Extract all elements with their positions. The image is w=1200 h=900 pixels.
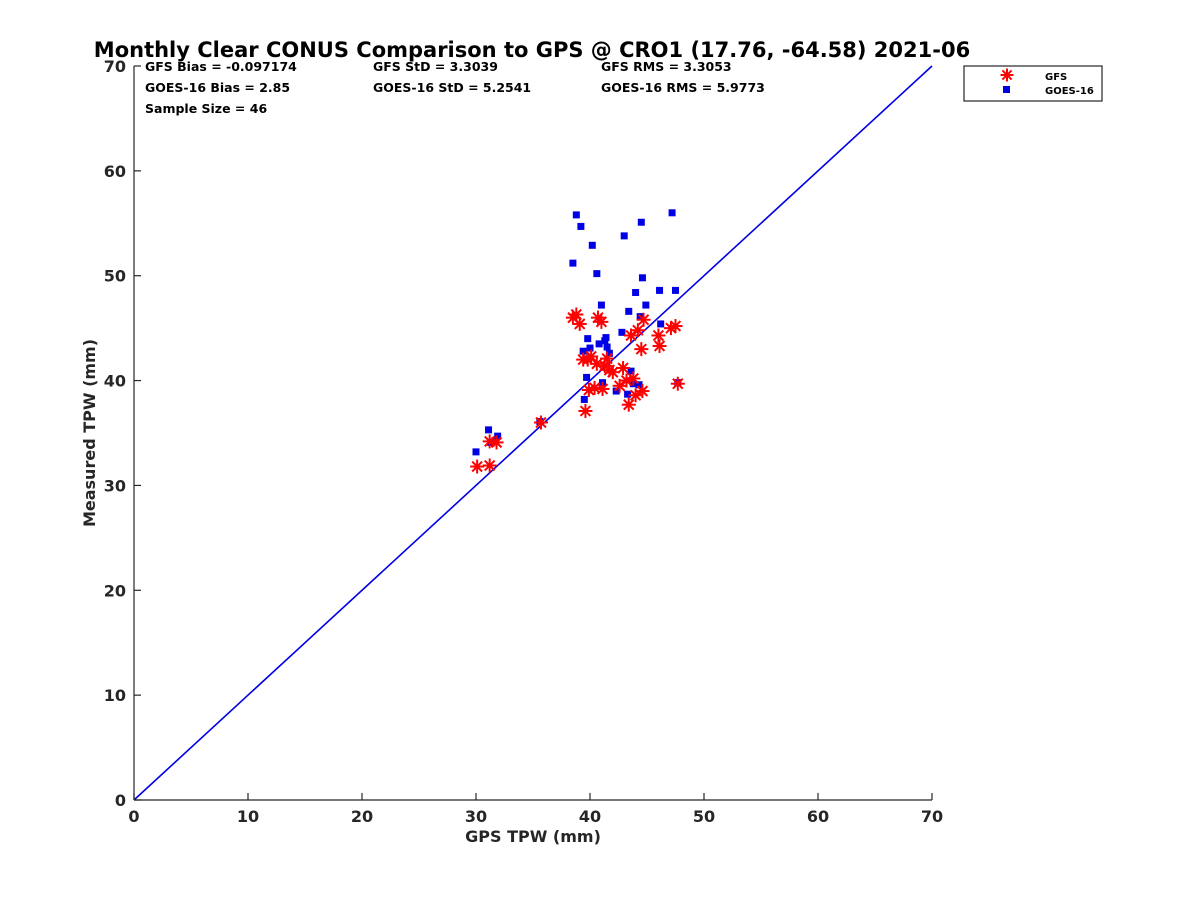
- goes16-point: [597, 301, 605, 309]
- gfs-point: [630, 323, 645, 338]
- legend-gfs-marker: [1000, 68, 1014, 82]
- x-tick-label: 10: [237, 807, 259, 826]
- goes16-point: [637, 218, 645, 226]
- goes16-point: [605, 349, 613, 357]
- one-to-one-line: [133, 65, 933, 801]
- goes16-point: [577, 222, 585, 230]
- stats-annotations: GFS Bias = -0.097174 GFS StD = 3.3039 GF…: [145, 59, 765, 116]
- goes16-point: [627, 367, 635, 375]
- y-tick-label: 40: [104, 372, 126, 391]
- gfs-point: [600, 351, 615, 366]
- gfs-point: [584, 349, 599, 364]
- y-tick-label: 30: [104, 476, 126, 495]
- goes16-point: [656, 286, 664, 294]
- y-tick-label: 10: [104, 686, 126, 705]
- gfs-point: [595, 381, 610, 396]
- gfs-rms-text: GFS RMS = 3.3053: [601, 59, 732, 74]
- plot-area: [133, 65, 933, 801]
- goes16-point: [625, 307, 633, 315]
- gfs-point: [626, 371, 641, 386]
- legend-goes-marker: [1003, 86, 1010, 93]
- x-tick-label: 60: [807, 807, 829, 826]
- goes16-point: [485, 426, 493, 434]
- gfs-point: [572, 316, 587, 331]
- gfs-point: [652, 338, 667, 353]
- chart-title: Monthly Clear CONUS Comparison to GPS @ …: [94, 38, 970, 62]
- goes16-point: [584, 335, 592, 343]
- goes16-point: [583, 373, 591, 381]
- x-tick-label: 70: [921, 807, 943, 826]
- goes-std-text: GOES-16 StD = 5.2541: [373, 80, 531, 95]
- goes16-point: [595, 340, 603, 348]
- y-axis-ticks: 0 10 20 30 40 50 60 70: [104, 57, 141, 810]
- gfs-point: [533, 415, 548, 430]
- goes16-point: [635, 381, 643, 389]
- gfs-point: [470, 459, 485, 474]
- gfs-point: [594, 314, 609, 329]
- gfs-point: [636, 312, 651, 327]
- goes16-point: [586, 344, 594, 352]
- goes16-point: [588, 241, 596, 249]
- y-axis-label: Measured TPW (mm): [80, 339, 99, 527]
- y-tick-label: 0: [115, 791, 126, 810]
- goes16-point: [638, 274, 646, 282]
- gfs-std-text: GFS StD = 3.3039: [373, 59, 498, 74]
- goes16-point: [572, 211, 580, 219]
- legend-box: [963, 65, 1103, 102]
- goes16-point: [472, 448, 480, 456]
- gfs-series: [470, 307, 685, 474]
- goes16-point: [624, 390, 632, 398]
- goes16-point: [602, 334, 610, 342]
- x-axis-label: GPS TPW (mm): [465, 827, 601, 846]
- gfs-point: [668, 319, 683, 334]
- gfs-point: [489, 435, 504, 450]
- gfs-point: [482, 458, 497, 473]
- goes16-point: [569, 259, 577, 267]
- goes-rms-text: GOES-16 RMS = 5.9773: [601, 80, 765, 95]
- y-tick-label: 70: [104, 57, 126, 76]
- goes16-point: [579, 347, 587, 355]
- goes16-point: [632, 288, 640, 296]
- goes16-point: [618, 328, 626, 336]
- gfs-point: [635, 384, 650, 399]
- gfs-point: [670, 376, 685, 391]
- y-tick-label: 50: [104, 267, 126, 286]
- legend-gfs-label: GFS: [1045, 72, 1067, 83]
- x-tick-label: 20: [351, 807, 373, 826]
- goes16-series: [472, 209, 682, 456]
- goes16-point: [580, 395, 588, 403]
- y-tick-label: 60: [104, 162, 126, 181]
- goes16-point: [494, 432, 502, 440]
- gfs-bias-text: GFS Bias = -0.097174: [145, 59, 297, 74]
- goes16-point: [668, 209, 676, 217]
- gfs-point: [578, 403, 593, 418]
- goes16-point: [593, 270, 601, 278]
- sample-size-text: Sample Size = 46: [145, 101, 267, 116]
- x-tick-label: 30: [465, 807, 487, 826]
- gfs-point: [651, 328, 666, 343]
- x-tick-label: 40: [579, 807, 601, 826]
- goes16-point: [620, 232, 628, 240]
- x-tick-label: 50: [693, 807, 715, 826]
- legend-gfs-asterisk: [1000, 68, 1014, 82]
- gfs-point: [634, 342, 649, 357]
- goes16-point: [657, 320, 665, 328]
- gfs-point: [616, 360, 631, 375]
- x-axis-ticks: 0 10 20 30 40 50 60 70: [128, 793, 943, 826]
- gfs-point: [621, 397, 636, 412]
- goes16-point: [642, 301, 650, 309]
- gfs-point: [612, 378, 627, 393]
- goes16-point: [603, 343, 611, 351]
- legend-goes-label: GOES-16: [1045, 86, 1094, 97]
- legend: GFS GOES-16: [963, 65, 1103, 102]
- goes16-point: [612, 387, 620, 395]
- goes-bias-text: GOES-16 Bias = 2.85: [145, 80, 290, 95]
- x-tick-label: 0: [128, 807, 139, 826]
- y-tick-label: 20: [104, 581, 126, 600]
- goes16-point: [672, 286, 679, 294]
